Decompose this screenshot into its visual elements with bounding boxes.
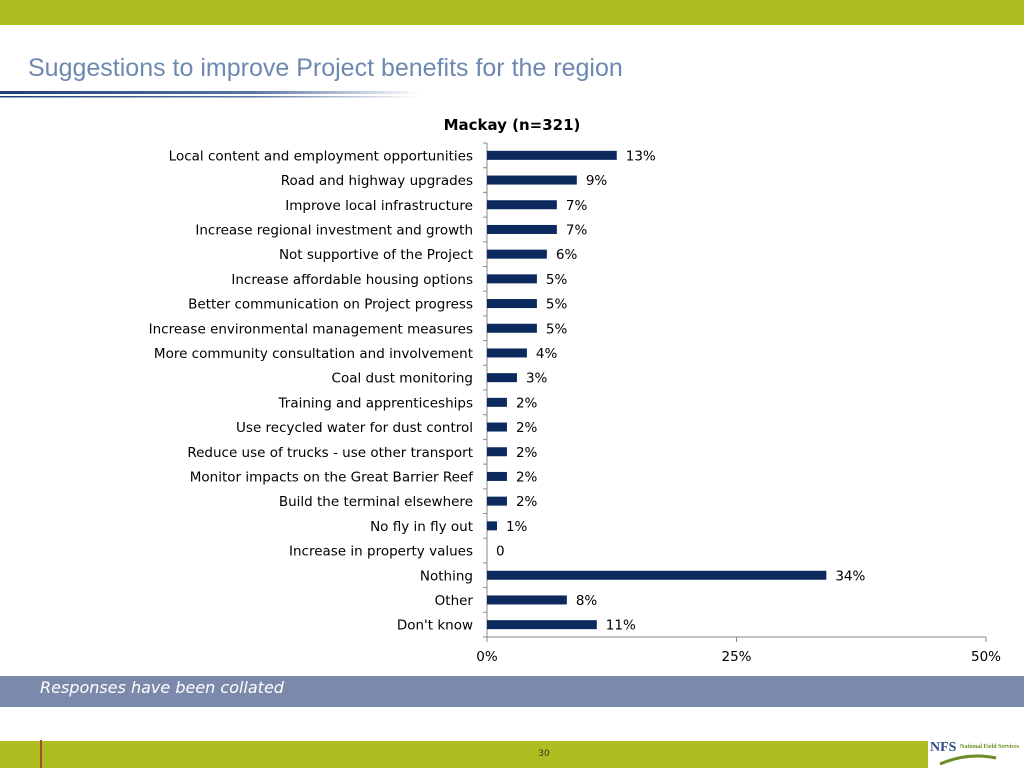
data-label: 2% — [516, 445, 538, 461]
data-label: 5% — [546, 272, 568, 288]
data-label: 13% — [626, 148, 656, 164]
bar — [487, 249, 547, 259]
category-label: Local content and employment opportuniti… — [169, 148, 473, 164]
note-band — [0, 676, 1024, 707]
top-band — [0, 0, 1024, 25]
collated-note: Responses have been collated — [40, 678, 284, 697]
data-label: 5% — [546, 321, 568, 337]
data-label: 11% — [606, 618, 636, 634]
category-label: Increase regional investment and growth — [195, 222, 473, 238]
data-label: 7% — [566, 222, 588, 238]
bar — [487, 447, 507, 457]
category-label: Improve local infrastructure — [285, 198, 473, 214]
bar — [487, 422, 507, 432]
bar — [487, 620, 597, 630]
category-label: More community consultation and involvem… — [154, 346, 473, 362]
x-tick-label: 50% — [971, 649, 1001, 665]
bar — [487, 175, 577, 185]
category-label: Monitor impacts on the Great Barrier Ree… — [190, 469, 475, 485]
bar — [487, 150, 617, 160]
category-label: Increase environmental management measur… — [149, 321, 473, 337]
x-tick-label: 0% — [476, 649, 498, 665]
category-label: Use recycled water for dust control — [236, 420, 473, 436]
data-label: 2% — [516, 395, 538, 411]
data-label: 34% — [835, 568, 865, 584]
data-label: 7% — [566, 198, 588, 214]
category-label: Reduce use of trucks - use other transpo… — [187, 445, 473, 461]
bar — [487, 200, 557, 210]
bar — [487, 224, 557, 234]
data-label: 6% — [556, 247, 578, 263]
data-label: 2% — [516, 420, 538, 436]
chart-title: Mackay (n=321) — [0, 116, 1024, 134]
title-underline — [0, 91, 420, 99]
bar — [487, 323, 537, 333]
category-label: Not supportive of the Project — [279, 247, 473, 263]
data-label: 2% — [516, 494, 538, 510]
decorative-mark — [40, 740, 42, 768]
category-label: Road and highway upgrades — [281, 173, 473, 189]
category-label: Training and apprenticeships — [278, 395, 474, 411]
data-label: 8% — [576, 593, 598, 609]
bar — [487, 521, 497, 531]
logo-text: NFS — [930, 740, 957, 755]
category-label: Don't know — [397, 618, 473, 634]
data-label: 4% — [536, 346, 558, 362]
category-label: Other — [435, 593, 474, 609]
category-label: Coal dust monitoring — [332, 371, 473, 387]
logo-swoosh-icon — [939, 754, 997, 766]
bar — [487, 299, 537, 309]
category-label: Better communication on Project progress — [188, 297, 473, 313]
bottom-band — [0, 741, 1024, 768]
category-label: Nothing — [420, 568, 473, 584]
data-label: 0 — [496, 544, 505, 560]
data-label: 3% — [526, 371, 548, 387]
bar — [487, 274, 537, 284]
slide-title: Suggestions to improve Project benefits … — [28, 54, 623, 82]
bar-chart: Local content and employment opportuniti… — [149, 142, 1001, 665]
category-label: Build the terminal elsewhere — [279, 494, 473, 510]
category-label: No fly in fly out — [370, 519, 473, 535]
data-label: 9% — [586, 173, 608, 189]
data-label: 5% — [546, 297, 568, 313]
bar — [487, 348, 527, 358]
category-label: Increase affordable housing options — [231, 272, 473, 288]
logo-subtext: National Field Services — [960, 744, 1019, 750]
data-label: 1% — [506, 519, 528, 535]
bar — [487, 496, 507, 506]
x-tick-label: 25% — [721, 649, 751, 665]
data-label: 2% — [516, 469, 538, 485]
nfs-logo: NFS National Field Services — [928, 740, 1024, 768]
category-label: Increase in property values — [289, 544, 473, 560]
bar — [487, 570, 827, 580]
bar — [487, 595, 567, 605]
page-number: 30 — [538, 749, 550, 759]
bar — [487, 373, 517, 383]
bar — [487, 471, 507, 481]
bar — [487, 397, 507, 407]
chart-title-text: Mackay (n=321) — [443, 116, 581, 134]
